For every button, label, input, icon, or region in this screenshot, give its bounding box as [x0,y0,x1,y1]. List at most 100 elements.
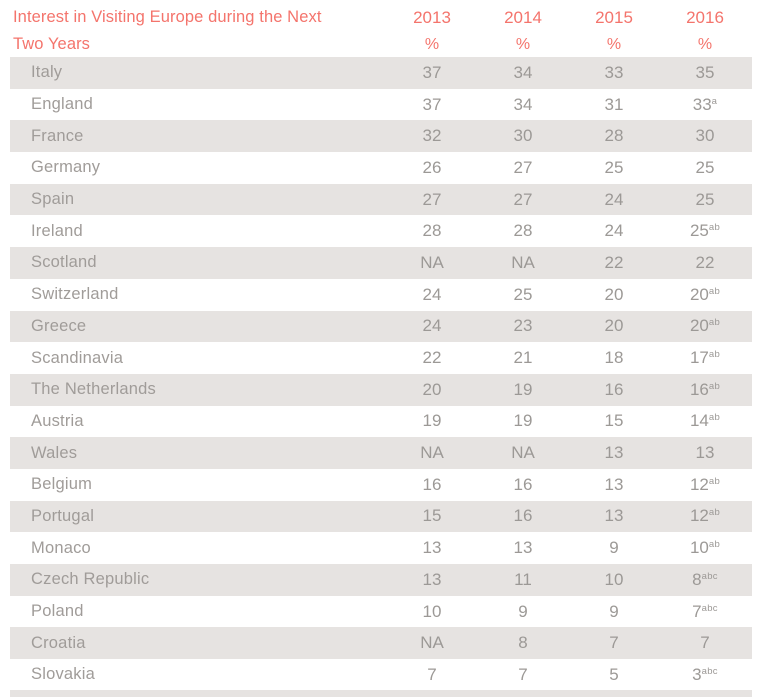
value-cell: 8 [518,633,528,653]
country-label: Belgium [31,475,93,494]
value-cell: 25 [604,157,624,177]
country-label: Monaco [31,538,91,557]
value-cell: 13 [604,474,624,494]
value-cell: 12ab [689,506,721,526]
title-line-2: Two Years [13,35,91,53]
table-row: Monaco 13 13 9 10ab [10,532,752,564]
year-label: 2015 [595,8,633,27]
value-cell: 32 [422,126,442,146]
value-cell: 16 [513,506,533,526]
year-label: 2013 [413,8,451,27]
country-label: France [31,126,84,145]
country-label: Scotland [31,253,97,272]
value-cell: 7 [700,633,710,653]
value-cell: 8abc [692,569,718,589]
value-cell: 18 [604,348,624,368]
country-label: Scandinavia [31,348,124,367]
value-cell: 33a [692,94,718,114]
country-label: England [31,95,93,114]
country-label: Czech Republic [31,570,150,589]
country-label: The Netherlands [31,380,156,399]
value-cell: 20ab [689,316,721,336]
value-cell: 16 [513,474,533,494]
country-label: Croatia [31,633,86,652]
table-row: England 37 34 31 33a [10,89,752,121]
table-row: Croatia NA 8 7 7 [10,627,752,660]
table-row: France 32 30 28 30 [10,120,752,153]
value-cell: 14ab [689,411,721,431]
value-cell: 27 [422,189,442,209]
table-row: Slovakia 7 7 5 3abc [10,659,752,691]
percent-label: % [606,36,622,53]
value-cell: 24 [604,221,624,241]
country-label: Portugal [31,506,95,525]
country-label: Spain [31,190,75,209]
value-cell: 35 [695,62,715,82]
country-label: Germany [31,158,101,177]
value-cell: 13 [513,538,533,558]
value-cell: 13 [604,443,624,463]
value-cell: 9 [518,601,528,621]
value-cell: 21 [513,348,533,368]
value-cell: 26 [422,157,442,177]
value-cell: NA [511,443,535,463]
value-cell: NA [420,252,444,272]
value-cell: NA [511,252,535,272]
value-cell: 10 [604,569,624,589]
table-row: Germany 26 27 25 25 [10,152,752,184]
table-header: Interest in Visiting Europe during the N… [0,0,768,57]
table-row: Italy 37 34 33 35 [10,57,752,89]
value-cell: 15 [422,506,442,526]
table-row: Switzerland 24 25 20 20ab [10,279,752,311]
value-cell: 25 [695,189,715,209]
value-cell: 9 [609,538,619,558]
partial-row-strip [10,690,752,697]
country-label: Poland [31,602,84,621]
value-cell: 25 [695,157,715,177]
value-cell: 7 [609,633,619,653]
value-cell: 7 [427,664,437,684]
value-cell: 17ab [689,348,721,368]
value-cell: 9 [609,601,619,621]
value-cell: 22 [422,348,442,368]
table-row: Scandinavia 22 21 18 17ab [10,342,752,374]
country-label: Ireland [31,221,83,240]
column-header-2016: 2016 % [659,4,751,58]
value-cell: 24 [604,189,624,209]
value-cell: 12ab [689,474,721,494]
value-cell: 25 [513,284,533,304]
country-label: Switzerland [31,285,119,304]
year-label: 2014 [504,8,542,27]
table-row: Ireland 28 28 24 25ab [10,215,752,247]
table-row: Portugal 15 16 13 12ab [10,500,752,533]
value-cell: 13 [604,506,624,526]
table-row: Czech Republic 13 11 10 8abc [10,564,752,596]
table-row: Wales NA NA 13 13 [10,437,752,469]
value-cell: 28 [604,126,624,146]
table-title: Interest in Visiting Europe during the N… [13,4,322,58]
value-cell: 24 [422,316,442,336]
value-cell: 19 [422,411,442,431]
value-cell: 13 [422,538,442,558]
value-cell: 16 [604,379,624,399]
value-cell: 34 [513,62,533,82]
value-cell: 25ab [689,221,721,241]
country-label: Greece [31,316,87,335]
value-cell: 7 [518,664,528,684]
value-cell: 10ab [689,538,721,558]
country-label: Austria [31,411,84,430]
country-label: Wales [31,443,78,462]
value-cell: NA [420,633,444,653]
value-cell: 22 [604,252,624,272]
value-cell: 24 [422,284,442,304]
value-cell: 10 [422,601,442,621]
value-cell: 7abc [692,601,718,621]
value-cell: 11 [514,569,532,589]
table-row: The Netherlands 20 19 16 16ab [10,373,752,406]
value-cell: 19 [513,411,533,431]
value-cell: 13 [422,569,442,589]
value-cell: 28 [422,221,442,241]
value-cell: 13 [695,443,715,463]
value-cell: 15 [604,411,624,431]
column-header-2014: 2014 % [477,4,569,58]
